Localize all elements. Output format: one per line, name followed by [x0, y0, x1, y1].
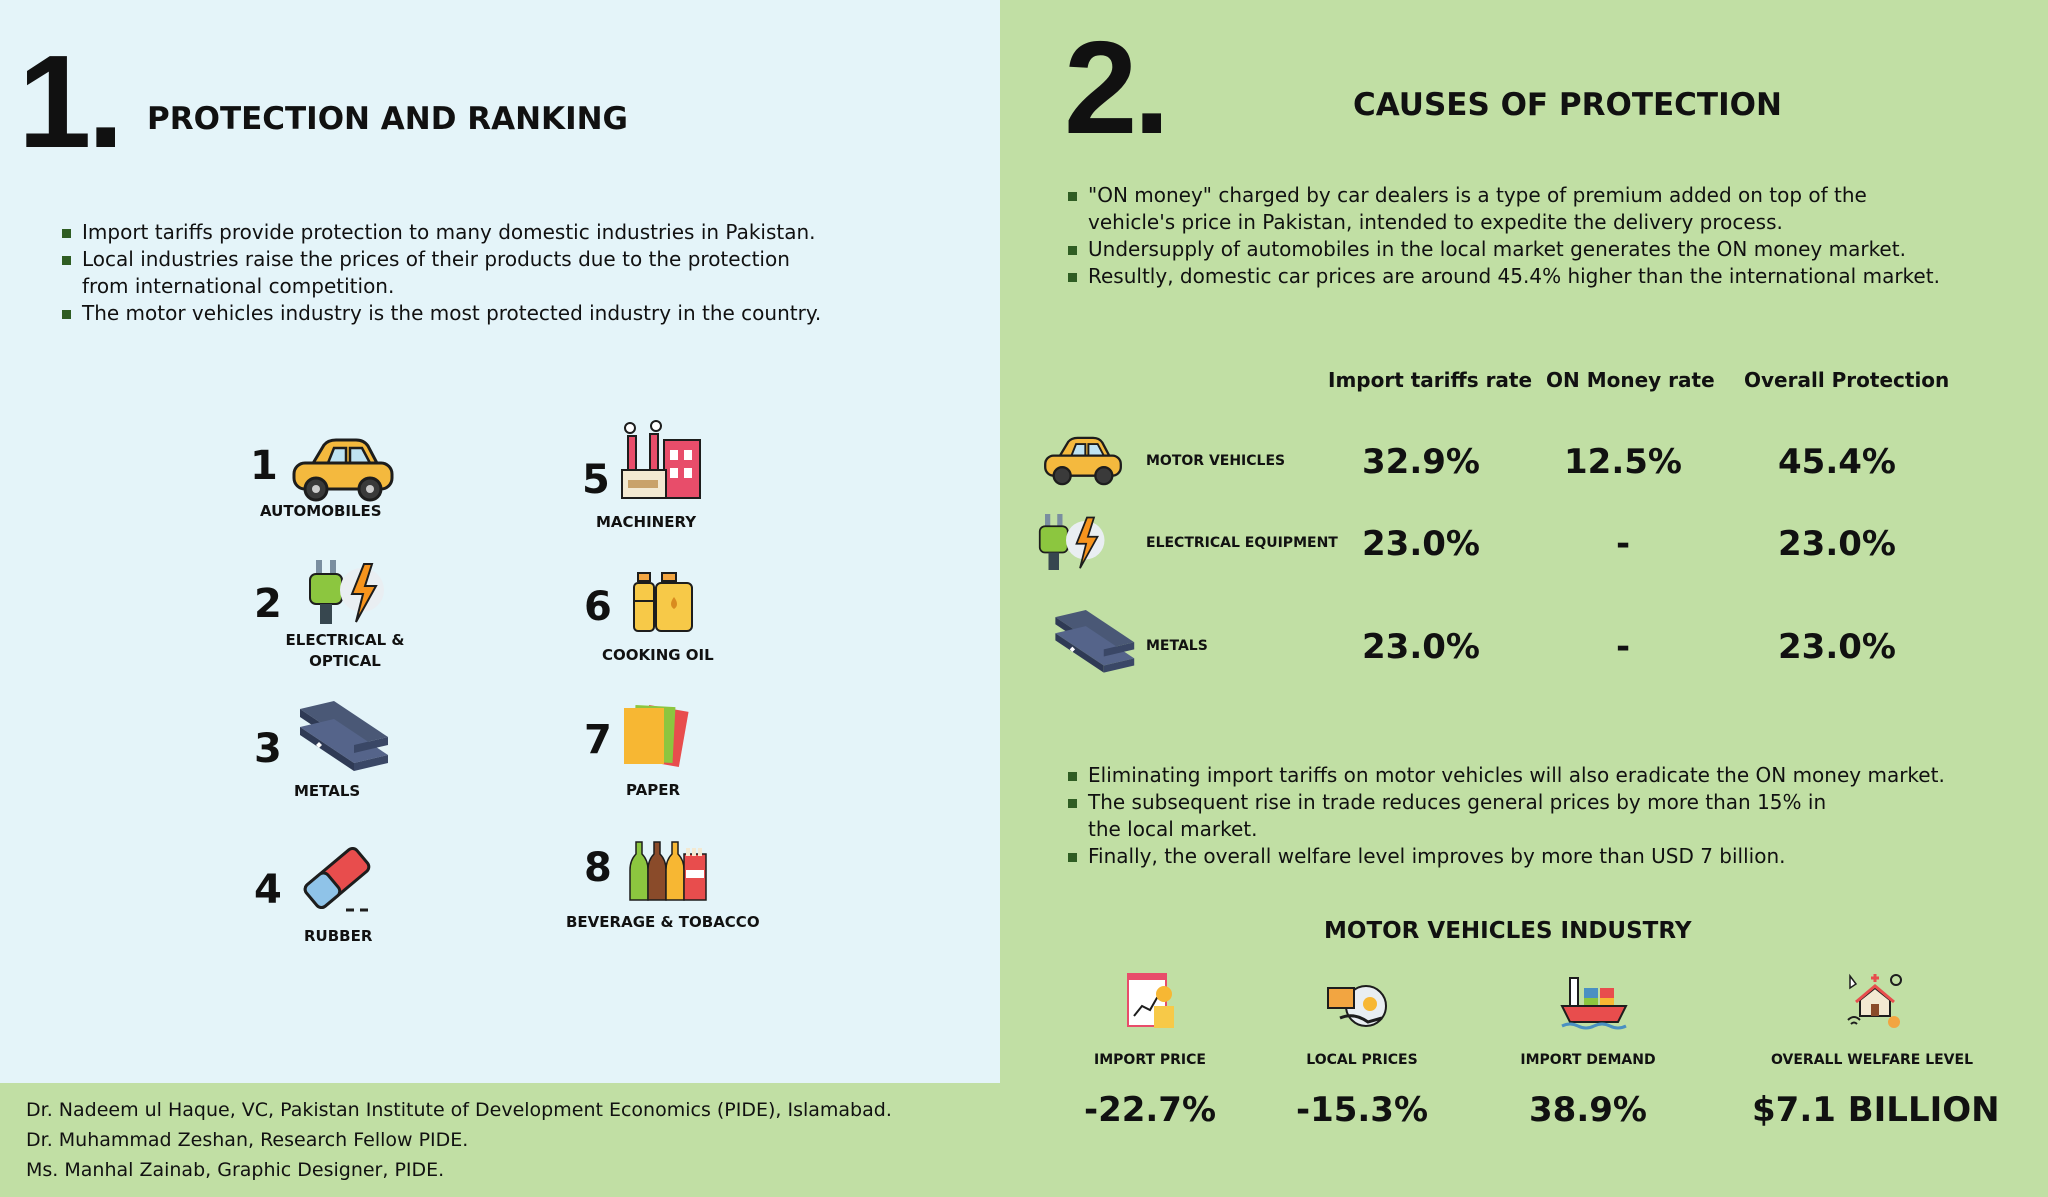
rank-item: 6 COOKING OIL	[580, 565, 840, 685]
bullet-list: "ON money" charged by car dealers is a t…	[1068, 182, 1968, 290]
table-cell: 32.9%	[1362, 442, 1480, 482]
column-header: ON Money rate	[1546, 368, 1715, 392]
rank-number: 3	[254, 726, 282, 772]
bullet-item: Resultly, domestic car prices are around…	[1068, 263, 1968, 290]
rank-item: 1 AUTOMOBILES	[250, 425, 510, 545]
stat-value: $7.1 BILLION	[1752, 1090, 2000, 1130]
rank-number: 7	[584, 717, 612, 763]
credit-line: Ms. Manhal Zainab, Graphic Designer, PID…	[26, 1159, 445, 1181]
stat-label: OVERALL WELFARE LEVEL	[1771, 1052, 1973, 1068]
section-number: 1.	[18, 28, 124, 175]
protection-ranking-panel: 1. PROTECTION AND RANKING Import tariffs…	[0, 0, 1000, 1083]
price-chart-icon	[1127, 973, 1174, 1028]
bullet-item: The motor vehicles industry is the most …	[62, 300, 822, 327]
rank-item: 8 BEVERAGE & TOBACCO	[566, 836, 826, 956]
rank-item: 7 PAPER	[580, 700, 840, 820]
stat-label: IMPORT DEMAND	[1520, 1052, 1656, 1068]
rank-label: AUTOMOBILES	[260, 502, 382, 520]
bullet-list: Eliminating import tariffs on motor vehi…	[1068, 762, 1968, 870]
bullet-item: Finally, the overall welfare level impro…	[1068, 843, 1968, 870]
plug-lightning-icon	[1038, 514, 1105, 570]
rank-item: 3 METALS	[250, 695, 510, 815]
price-tag-icon	[1327, 985, 1387, 1027]
section-number: 2.	[1064, 14, 1170, 161]
car-icon	[292, 438, 394, 502]
bullet-item: Local industries raise the prices of the…	[62, 246, 802, 300]
credit-line: Dr. Nadeem ul Haque, VC, Pakistan Instit…	[26, 1099, 892, 1121]
rank-label: COOKING OIL	[602, 646, 714, 664]
bullet-item: The subsequent rise in trade reduces gen…	[1068, 789, 1858, 843]
stat-label: IMPORT PRICE	[1094, 1052, 1206, 1068]
credits-footer: Dr. Nadeem ul Haque, VC, Pakistan Instit…	[0, 1083, 1000, 1197]
row-label: MOTOR VEHICLES	[1146, 453, 1286, 469]
bullet-item: Eliminating import tariffs on motor vehi…	[1068, 762, 1968, 789]
rank-number: 2	[254, 581, 282, 627]
section-title: CAUSES OF PROTECTION	[1353, 87, 1782, 123]
steel-beams-icon	[300, 701, 388, 771]
bullet-item: Import tariffs provide protection to man…	[62, 219, 822, 246]
table-cell: 12.5%	[1564, 442, 1682, 482]
rank-item: 4 RUBBER	[250, 838, 510, 958]
stat-block: IMPORT PRICE -22.7%	[1080, 968, 1220, 1130]
rank-label: METALS	[294, 782, 361, 800]
steel-beams-icon	[1055, 609, 1135, 673]
table-cell: 23.0%	[1362, 627, 1480, 667]
cargo-ship-icon	[1560, 977, 1628, 1030]
car-icon	[1044, 436, 1122, 486]
rank-item: 2 ELECTRICAL & OPTICAL	[250, 556, 510, 676]
bullet-item: Undersupply of automobiles in the local …	[1068, 236, 1968, 263]
rank-number: 5	[582, 457, 610, 503]
stat-block: LOCAL PRICES -15.3%	[1292, 968, 1432, 1130]
column-header: Overall Protection	[1744, 368, 1950, 392]
stat-block: IMPORT DEMAND 38.9%	[1508, 968, 1668, 1130]
stat-block: OVERALL WELFARE LEVEL $7.1 BILLION	[1752, 968, 2000, 1130]
bottles-cigarettes-icon	[629, 841, 707, 901]
bullet-item: "ON money" charged by car dealers is a t…	[1068, 182, 1868, 236]
rank-label: RUBBER	[304, 927, 373, 945]
stat-label: LOCAL PRICES	[1306, 1052, 1418, 1068]
table-cell: -	[1615, 627, 1631, 667]
rank-number: 4	[254, 867, 282, 913]
section-title: PROTECTION AND RANKING	[147, 101, 628, 137]
factory-icon	[621, 420, 701, 499]
bullet-list: Import tariffs provide protection to man…	[62, 219, 822, 327]
industry-title: MOTOR VEHICLES INDUSTRY	[1324, 918, 1692, 944]
table-cell: 23.0%	[1778, 627, 1896, 667]
rank-number: 1	[250, 443, 278, 489]
row-label: METALS	[1146, 638, 1208, 654]
oil-bottles-icon	[633, 572, 693, 632]
paper-sheets-icon	[624, 704, 689, 768]
column-header: Import tariffs rate	[1328, 368, 1533, 392]
rank-label: ELECTRICAL & OPTICAL	[285, 631, 405, 670]
rank-label: PAPER	[626, 781, 681, 799]
table-cell: 45.4%	[1778, 442, 1896, 482]
rank-number: 8	[584, 845, 612, 891]
causes-of-protection-panel: 2. CAUSES OF PROTECTION "ON money" charg…	[1000, 0, 2048, 1197]
stat-value: -22.7%	[1083, 1090, 1217, 1130]
stat-value: 38.9%	[1529, 1090, 1647, 1130]
rank-item: 5 MACHINERY	[580, 418, 840, 538]
eraser-icon	[303, 847, 371, 912]
plug-lightning-icon	[309, 560, 384, 624]
welfare-house-icon	[1847, 973, 1902, 1028]
rank-label: BEVERAGE & TOBACCO	[566, 913, 760, 931]
table-cell: 23.0%	[1362, 524, 1480, 564]
row-label: ELECTRICAL EQUIPMENT	[1146, 535, 1338, 551]
table-cell: -	[1615, 524, 1631, 564]
credit-line: Dr. Muhammad Zeshan, Research Fellow PID…	[26, 1129, 469, 1151]
rank-label: MACHINERY	[596, 513, 697, 531]
rank-number: 6	[584, 584, 612, 630]
stat-value: -15.3%	[1295, 1090, 1429, 1130]
table-cell: 23.0%	[1778, 524, 1896, 564]
